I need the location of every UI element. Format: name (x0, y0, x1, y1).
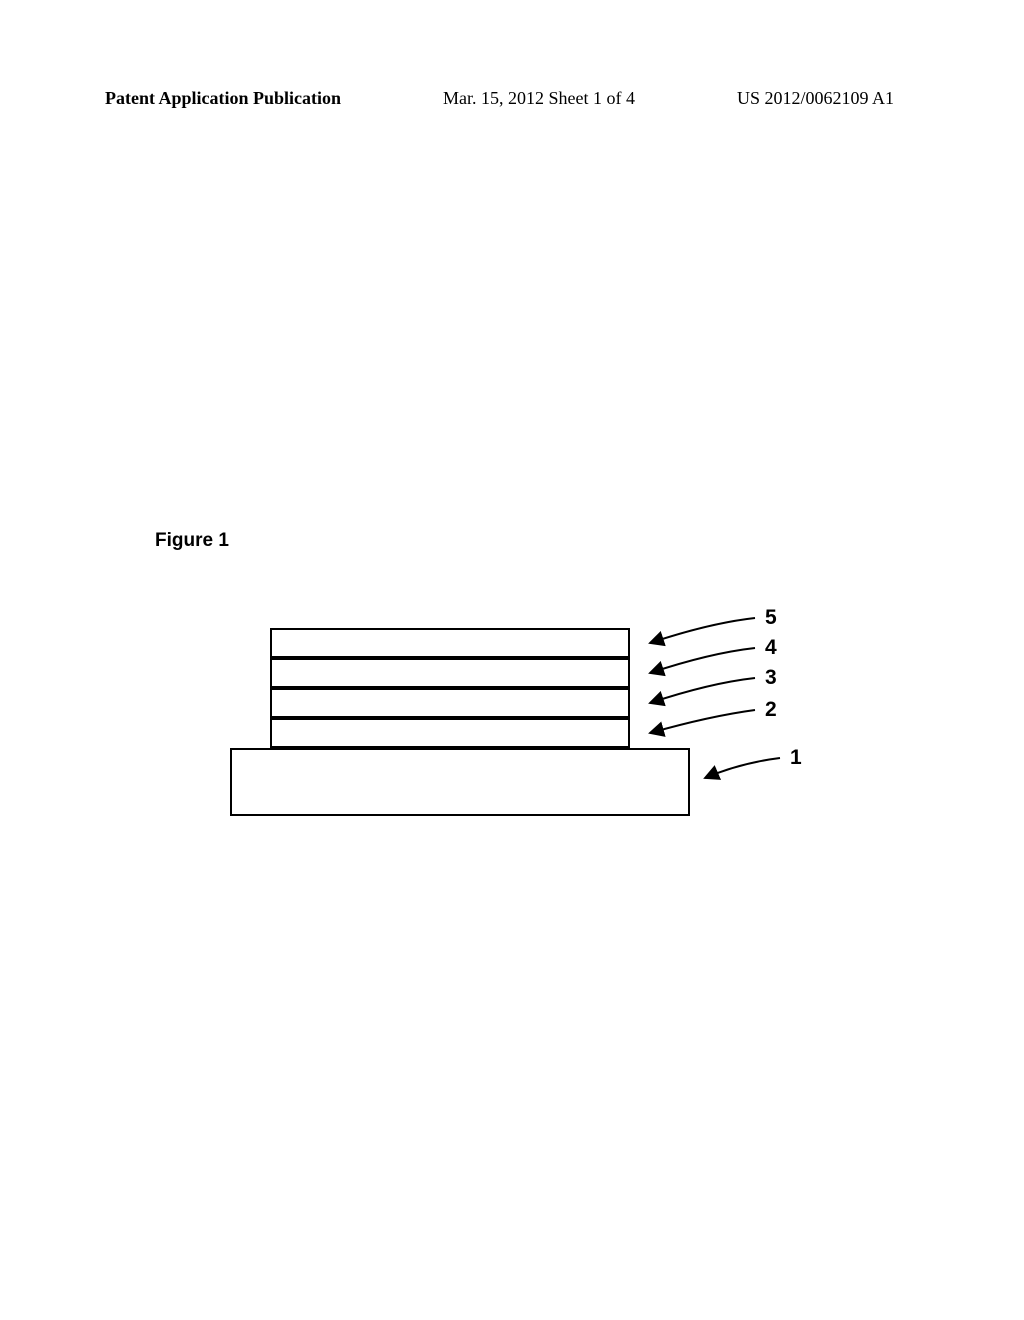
page-header: Patent Application Publication Mar. 15, … (0, 88, 1024, 109)
arrow-3 (650, 678, 755, 703)
arrow-5 (650, 618, 755, 643)
label-1: 1 (790, 746, 802, 770)
label-4: 4 (765, 636, 777, 660)
header-right-text: US 2012/0062109 A1 (737, 88, 894, 109)
layer-diagram: 5 4 3 2 1 (270, 628, 870, 848)
header-center-text: Mar. 15, 2012 Sheet 1 of 4 (443, 88, 635, 109)
label-5: 5 (765, 606, 777, 630)
figure-label-number: 1 (218, 530, 229, 551)
figure-label: Figure 1 (155, 530, 229, 552)
figure-label-prefix: Figure (155, 530, 218, 551)
arrow-1 (705, 758, 780, 778)
arrow-4 (650, 648, 755, 673)
header-left-text: Patent Application Publication (105, 88, 341, 109)
label-3: 3 (765, 666, 777, 690)
arrow-2 (650, 710, 755, 733)
label-2: 2 (765, 698, 777, 722)
arrows-svg (270, 628, 870, 848)
